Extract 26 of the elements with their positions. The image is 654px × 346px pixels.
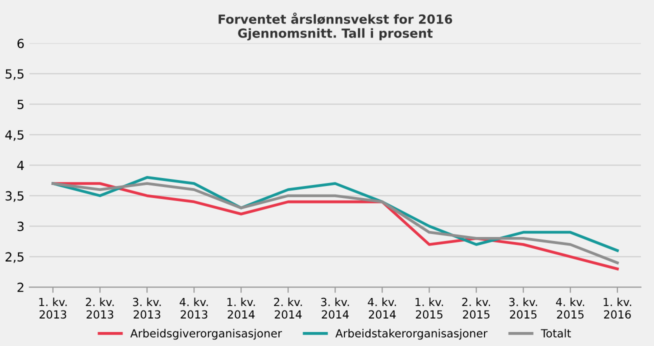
y-tick-label: 5 xyxy=(18,100,24,110)
x-tick-label: 1. kv. 2015 xyxy=(416,298,443,319)
x-tick-label: 3. kv. 2014 xyxy=(321,298,349,319)
y-tick-label: 5,5 xyxy=(6,69,24,80)
x-tick-label: 1. kv. 2016 xyxy=(604,298,632,319)
x-tick-label: 2. kv. 2014 xyxy=(274,298,302,319)
x-tick-label: 4. kv. 2013 xyxy=(180,298,208,319)
chart-title: Forventet årslønnsvekst for 2016 Gjennomsnitt. Tall i prosent xyxy=(218,12,452,40)
legend-label: Totalt xyxy=(540,328,571,338)
y-tick-label: 4,5 xyxy=(5,130,24,141)
y-tick-label: 6 xyxy=(17,38,24,48)
x-tick-label: 2. kv. 2013 xyxy=(86,298,114,319)
x-tick-label: 3. kv. 2013 xyxy=(132,298,161,319)
y-tick-label: 2 xyxy=(18,282,24,292)
x-tick-label: 3. kv. 2015 xyxy=(509,298,538,319)
x-tick-label: 1. kv. 2013 xyxy=(39,298,67,319)
x-tick-label: 4. kv. 2014 xyxy=(368,298,396,319)
y-tick-label: 3,5 xyxy=(6,191,24,202)
legend-label: Arbeidstakerorganisasjoner xyxy=(335,328,488,340)
legend-label: Arbeidsgiverorganisasjoner xyxy=(130,328,282,340)
y-tick-label: 4 xyxy=(17,160,24,170)
y-tick-label: 2,5 xyxy=(6,252,24,263)
x-tick-label: 4. kv. 2015 xyxy=(556,298,584,319)
y-tick-label: 3 xyxy=(18,222,24,232)
x-tick-label: 2. kv. 2015 xyxy=(462,298,490,319)
x-tick-label: 1. kv. 2014 xyxy=(227,298,255,319)
